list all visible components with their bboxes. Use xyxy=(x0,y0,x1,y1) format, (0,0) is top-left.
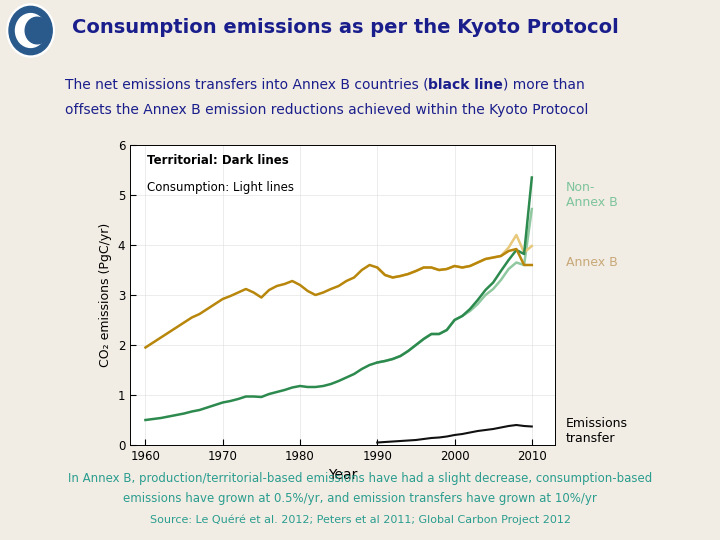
Text: Emissions
transfer: Emissions transfer xyxy=(566,417,628,445)
Text: Territorial: Dark lines: Territorial: Dark lines xyxy=(147,154,289,167)
Text: Consumption: Light lines: Consumption: Light lines xyxy=(147,181,294,194)
Text: emissions have grown at 0.5%/yr, and emission transfers have grown at 10%/yr: emissions have grown at 0.5%/yr, and emi… xyxy=(123,492,597,505)
Y-axis label: CO₂ emissions (PgC/yr): CO₂ emissions (PgC/yr) xyxy=(99,223,112,367)
Text: Consumption emissions as per the Kyoto Protocol: Consumption emissions as per the Kyoto P… xyxy=(72,18,618,37)
Text: offsets the Annex B emission reductions achieved within the Kyoto Protocol: offsets the Annex B emission reductions … xyxy=(65,103,588,117)
Text: The net emissions transfers into Annex B countries (: The net emissions transfers into Annex B… xyxy=(65,78,428,92)
Text: black line: black line xyxy=(428,78,503,92)
Text: Annex B: Annex B xyxy=(566,256,618,269)
X-axis label: Year: Year xyxy=(328,468,357,482)
Text: Source: Le Quéré et al. 2012; Peters et al 2011; Global Carbon Project 2012: Source: Le Quéré et al. 2012; Peters et … xyxy=(150,515,570,525)
Circle shape xyxy=(25,17,49,44)
Circle shape xyxy=(7,4,55,57)
Circle shape xyxy=(9,6,53,55)
Circle shape xyxy=(16,14,46,48)
Text: Non-
Annex B: Non- Annex B xyxy=(566,181,618,209)
Text: In Annex B, production/territorial-based emissions have had a slight decrease, c: In Annex B, production/territorial-based… xyxy=(68,472,652,485)
Text: ) more than: ) more than xyxy=(503,78,585,92)
